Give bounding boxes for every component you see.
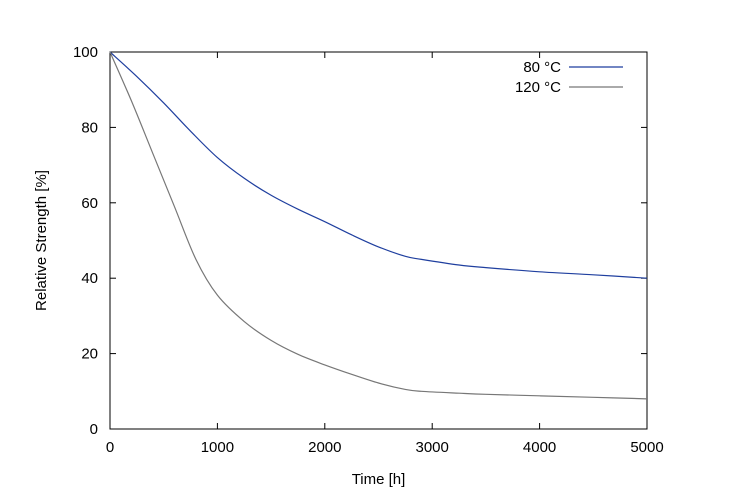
x-axis-ticks: 0 1000 2000 3000 4000 5000 bbox=[106, 52, 664, 456]
y-axis-title: Relative Strength [%] bbox=[33, 170, 50, 311]
x-tick-label: 5000 bbox=[630, 439, 663, 456]
y-tick-label: 80 bbox=[81, 119, 98, 136]
legend-label-80c: 80 °C bbox=[523, 59, 561, 76]
x-tick-label: 0 bbox=[106, 439, 114, 456]
x-tick-label: 2000 bbox=[308, 439, 341, 456]
x-axis-title: Time [h] bbox=[352, 471, 406, 488]
y-tick-label: 20 bbox=[81, 346, 98, 363]
series-layer bbox=[109, 51, 648, 400]
x-tick-label: 1000 bbox=[201, 439, 234, 456]
y-tick-label: 40 bbox=[81, 270, 98, 287]
series-line-120c bbox=[109, 51, 648, 400]
y-tick-label: 0 bbox=[90, 421, 98, 438]
x-tick-label: 4000 bbox=[523, 439, 556, 456]
series-line-80c bbox=[109, 51, 648, 279]
y-axis-ticks: 0 20 40 60 80 100 bbox=[73, 44, 647, 438]
legend: 80 °C 120 °C bbox=[515, 59, 623, 96]
y-tick-label: 60 bbox=[81, 195, 98, 212]
x-tick-label: 3000 bbox=[416, 439, 449, 456]
plot-frame bbox=[109, 51, 648, 430]
legend-label-120c: 120 °C bbox=[515, 79, 561, 96]
y-tick-label: 100 bbox=[73, 44, 98, 61]
